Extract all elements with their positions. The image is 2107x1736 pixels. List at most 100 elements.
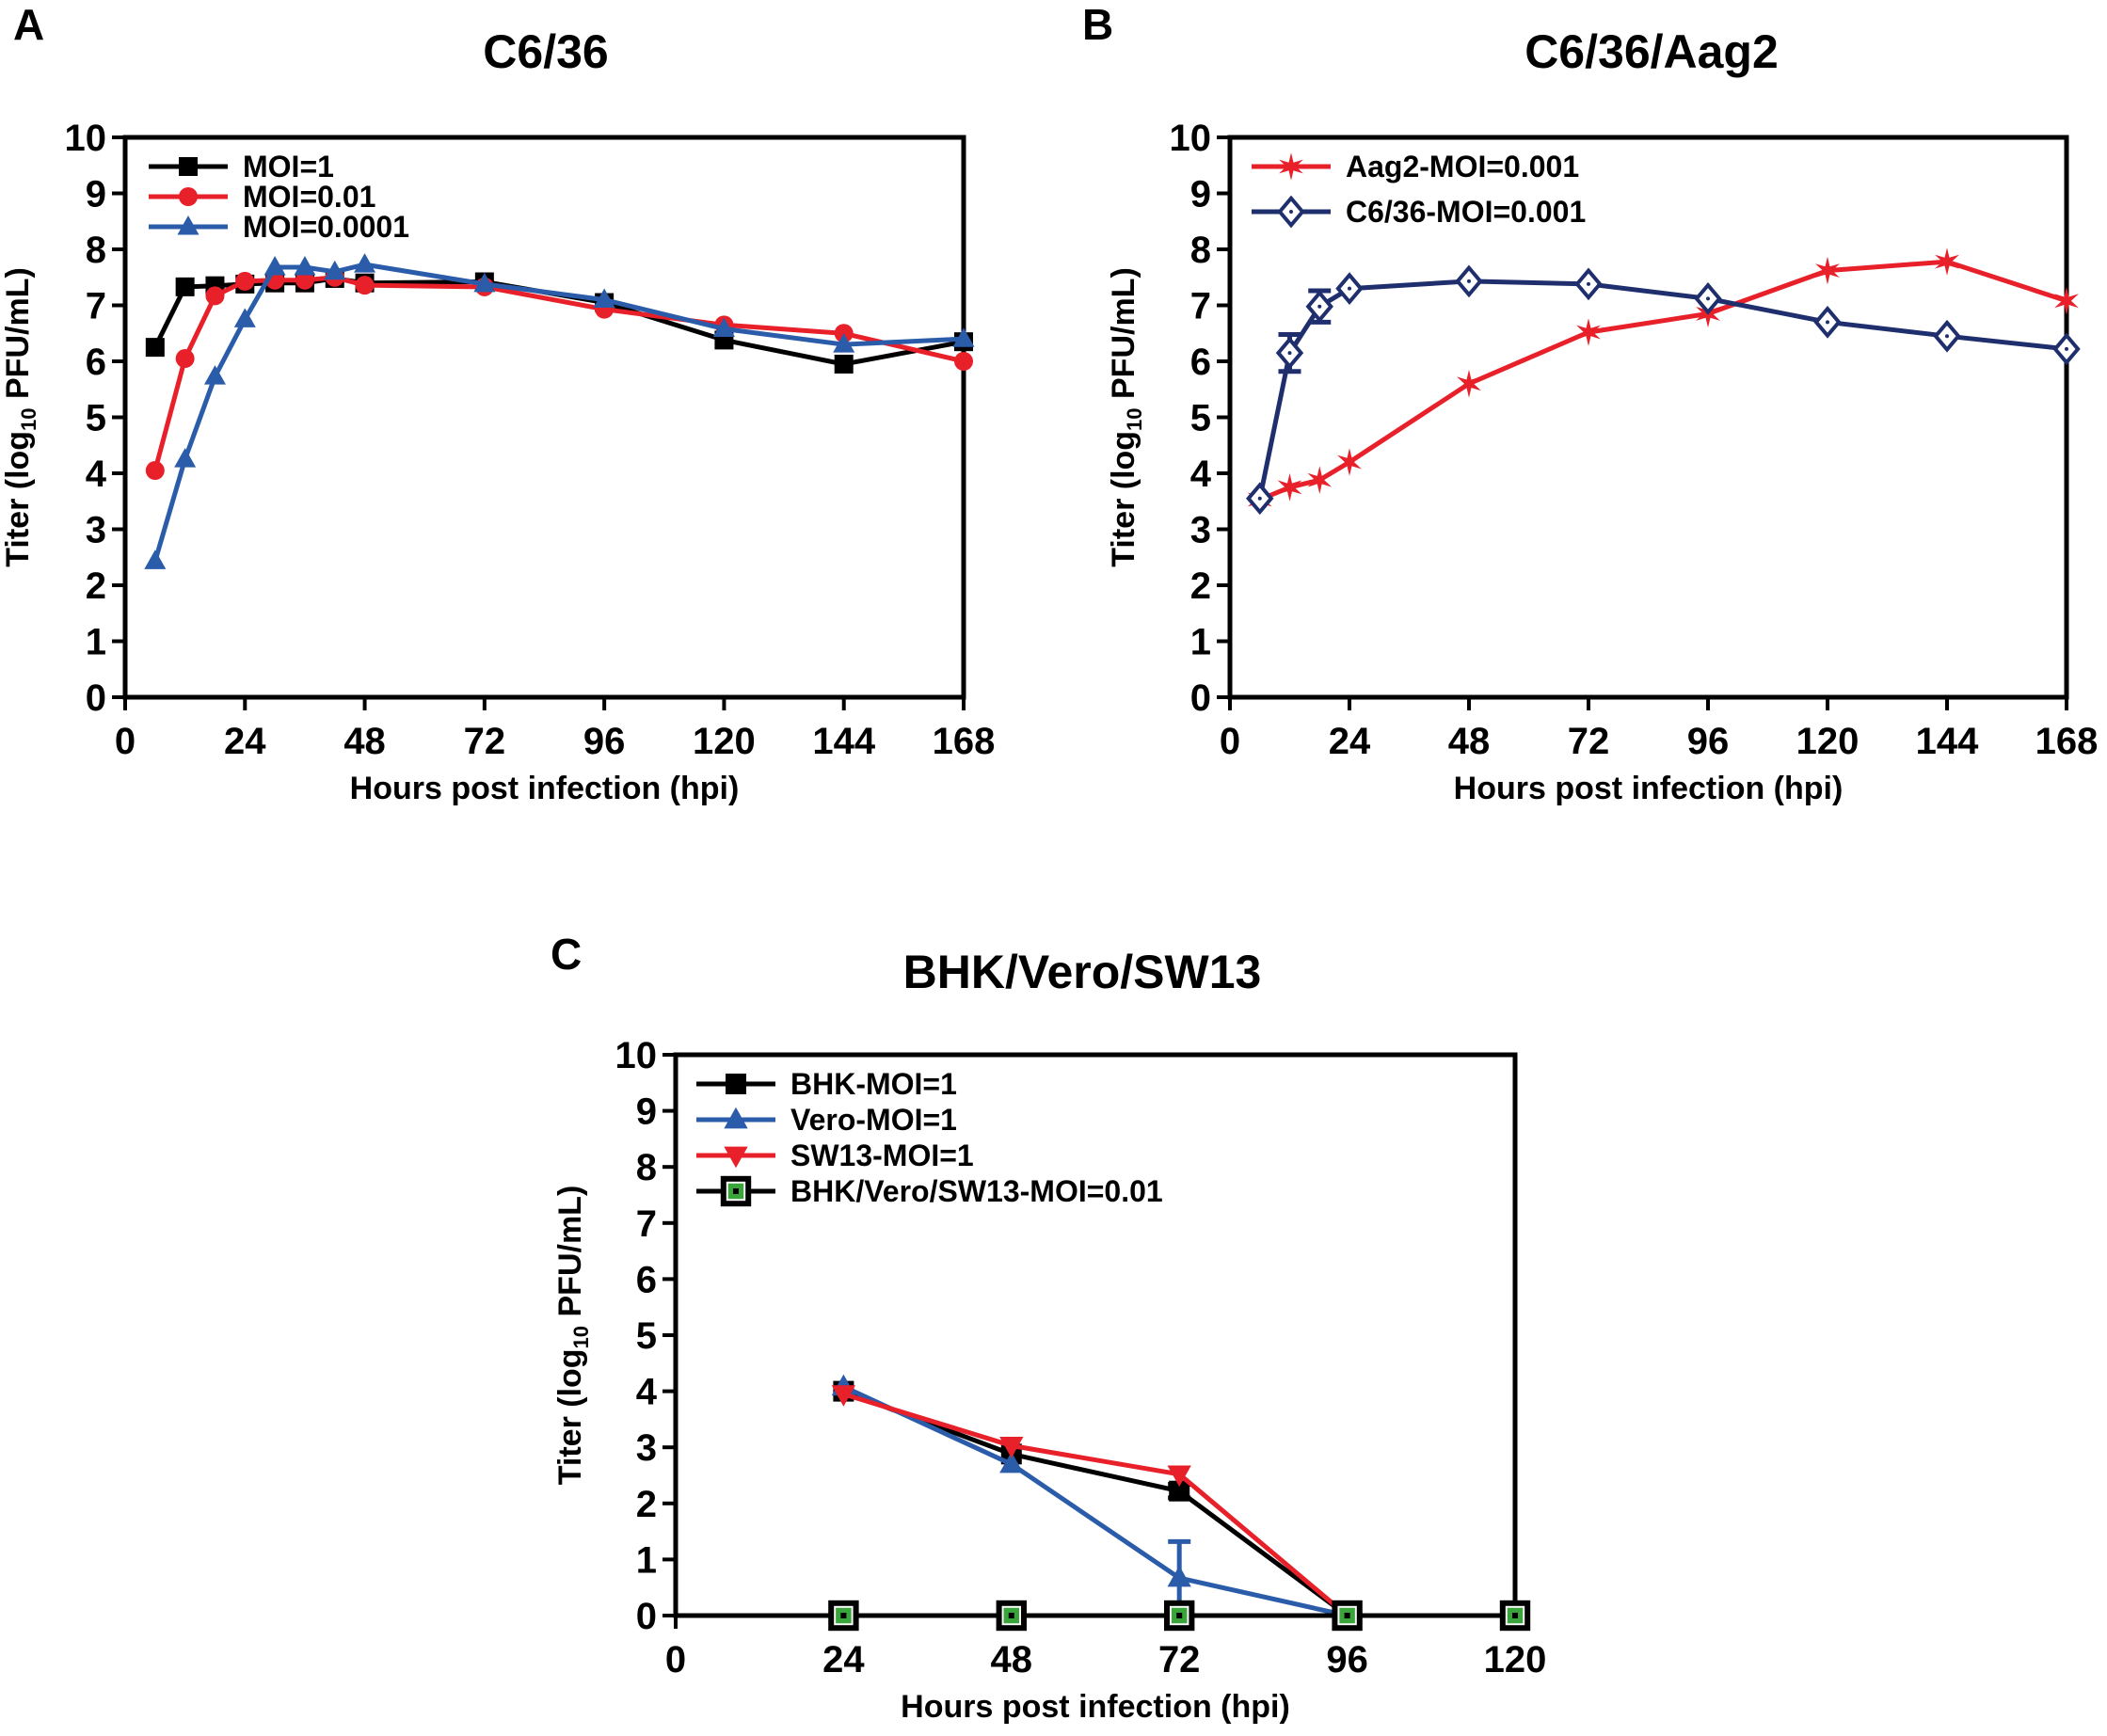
marker-center [1008, 1613, 1014, 1618]
data-point [1332, 1600, 1363, 1632]
marker-center [733, 1188, 739, 1194]
data-point [1275, 336, 1304, 370]
legend-item: BHK/Vero/SW13-MOI=0.01 [696, 1174, 1163, 1208]
series-sw13-moi-1 [831, 1385, 1360, 1629]
marker-center [1945, 334, 1949, 339]
y-tick-label: 8 [636, 1147, 657, 1188]
marker-center [1467, 279, 1471, 283]
data-point [593, 288, 615, 309]
y-tick-label: 9 [86, 174, 106, 215]
series-line [842, 1389, 1349, 1618]
y-tick-label: 7 [86, 286, 106, 327]
series-line [842, 1384, 1349, 1618]
marker-center [1587, 281, 1590, 286]
y-tick-label: 2 [86, 565, 106, 607]
legend-marker [177, 215, 200, 235]
series-moi-0-01 [145, 267, 973, 481]
x-tick-label: 0 [665, 1639, 686, 1680]
data-point [473, 272, 496, 293]
legend-item: MOI=1 [149, 150, 334, 183]
data-point [1335, 272, 1364, 306]
data-point [831, 1385, 856, 1407]
y-tick-label: 6 [1190, 342, 1211, 383]
legend-label: Vero-MOI=1 [790, 1103, 957, 1137]
y-tick-label: 4 [636, 1372, 658, 1413]
data-point [145, 461, 165, 481]
legend-marker [726, 1074, 746, 1094]
marker-center [1289, 210, 1293, 214]
y-tick-label: 3 [636, 1427, 657, 1469]
data-point [999, 1451, 1024, 1473]
data-point [1574, 267, 1603, 301]
marker-center [1706, 296, 1710, 301]
data-point [263, 256, 286, 276]
y-axis-label-unit: PFU/mL) [552, 1186, 588, 1326]
data-point [174, 448, 197, 468]
y-axis-label-unit: PFU/mL) [1106, 267, 1141, 407]
data-point [833, 333, 855, 353]
x-tick-label: 72 [464, 721, 506, 762]
series-bhk-vero-sw13-moi-0-01 [828, 1600, 1531, 1632]
data-point [233, 308, 256, 327]
data-point [1167, 1565, 1191, 1587]
marker-center [1287, 351, 1292, 356]
series-line [1258, 259, 2067, 502]
legend-item: Aag2-MOI=0.001 [1252, 150, 1579, 183]
y-tick-label: 3 [1190, 510, 1211, 551]
legend-item: C6/36-MOI=0.001 [1252, 195, 1586, 229]
y-axis-label-main: Titer (log [0, 431, 36, 567]
data-point [828, 1600, 859, 1632]
data-point [1169, 1480, 1190, 1502]
y-tick-label: 4 [1190, 454, 1212, 495]
y-tick-label: 7 [1190, 286, 1211, 327]
series-c6-36-moi-0-001 [1246, 264, 2081, 516]
data-point [954, 352, 973, 371]
y-tick-label: 0 [1190, 677, 1211, 719]
x-tick-label: 120 [693, 721, 756, 762]
x-tick-label: 120 [1484, 1639, 1547, 1680]
legend-label: MOI=1 [243, 150, 334, 183]
y-tick-label: 5 [1190, 398, 1211, 439]
marker-center [1257, 496, 1262, 501]
panel-letter: A [13, 0, 44, 49]
legend-item: MOI=0.0001 [149, 210, 409, 244]
chart-title: C6/36/Aag2 [1524, 25, 1779, 78]
data-point [1933, 319, 1961, 353]
chart-panel-a: A C6/36 0 1 2 3 4 5 6 7 8 9 10 0 24 48 72 96 120 144 168 Hour… [0, 0, 995, 806]
marker-center [1348, 286, 1351, 291]
y-tick-label: 1 [636, 1539, 657, 1581]
x-tick-label: 144 [812, 721, 875, 762]
panel-letter: B [1082, 0, 1113, 49]
y-tick-label: 7 [636, 1203, 657, 1245]
legend-marker [720, 1175, 752, 1207]
y-tick-label: 5 [86, 398, 106, 439]
x-axis-label: Hours post infection (hpi) [1454, 771, 1844, 806]
legend-label: MOI=0.01 [243, 180, 375, 214]
legend-item: SW13-MOI=1 [696, 1139, 974, 1172]
legend-marker [724, 1146, 748, 1169]
legend-item: MOI=0.01 [149, 180, 375, 214]
legend-label: BHK-MOI=1 [790, 1067, 957, 1101]
y-tick-label: 4 [86, 454, 107, 495]
series-line [1257, 279, 2067, 500]
y-tick-label: 5 [636, 1315, 657, 1357]
legend-label: MOI=0.0001 [243, 210, 409, 244]
series-moi-0-0001 [144, 253, 975, 569]
data-point [1277, 473, 1302, 502]
legend-label: BHK/Vero/SW13-MOI=0.01 [790, 1174, 1163, 1208]
data-point [235, 271, 255, 291]
data-point [324, 260, 346, 280]
x-tick-label: 24 [1329, 721, 1371, 762]
x-tick-label: 48 [991, 1639, 1033, 1680]
x-tick-label: 168 [933, 721, 996, 762]
marker-outline [720, 1175, 752, 1207]
y-tick-label: 9 [1190, 174, 1211, 215]
data-point [1576, 318, 1601, 346]
data-point [175, 277, 195, 296]
legend-marker [179, 187, 198, 206]
chart-panel-c: C BHK/Vero/SW13 0 1 2 3 4 5 6 7 8 9 10 0 24 48 72 96 120 Ho… [551, 930, 1546, 1725]
x-tick-label: 96 [583, 721, 626, 762]
y-tick-label: 1 [86, 622, 106, 663]
data-point [355, 276, 375, 295]
legend-marker [1279, 152, 1303, 181]
